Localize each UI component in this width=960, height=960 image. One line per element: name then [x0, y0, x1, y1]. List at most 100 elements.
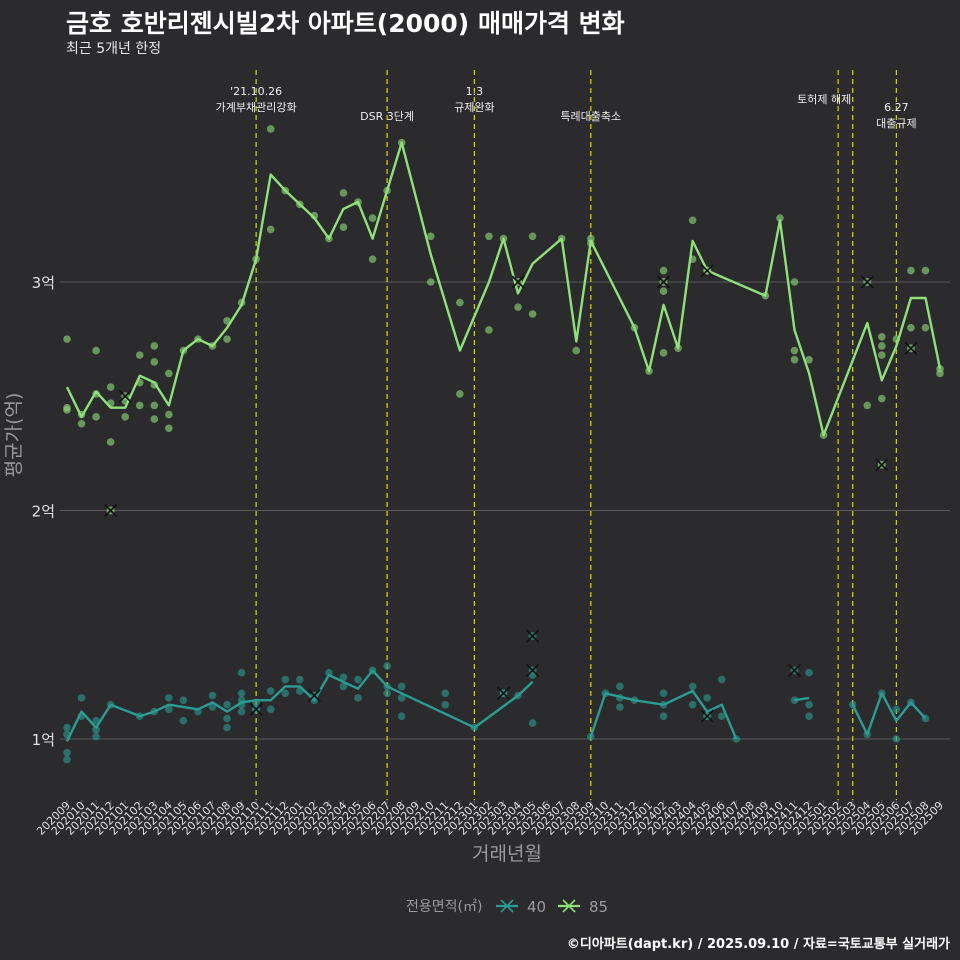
data-point-85 [878, 394, 886, 403]
legend-key-cross-40 [500, 899, 514, 913]
data-point-85 [921, 323, 930, 332]
event-label: DSR 3단계 [360, 110, 414, 123]
cancelled-marker-85 [104, 503, 118, 518]
data-point-40 [616, 682, 624, 691]
data-point-85 [878, 342, 886, 350]
data-point-40 [266, 687, 275, 695]
data-point-85 [150, 401, 159, 410]
data-point-40 [383, 689, 391, 698]
data-point-85 [77, 419, 86, 428]
series-line-40 [851, 692, 927, 736]
data-point-40 [63, 755, 71, 764]
data-point-85 [907, 266, 915, 275]
data-point-40 [805, 668, 813, 677]
cancelled-marker-40 [496, 686, 511, 700]
data-point-85 [339, 189, 348, 197]
cancelled-marker-40 [249, 702, 263, 716]
grid-lines [60, 281, 950, 740]
data-point-85 [805, 355, 813, 364]
data-point-85 [572, 346, 581, 355]
data-point-40 [63, 723, 71, 732]
data-point-40 [208, 691, 217, 700]
data-point-40 [63, 748, 71, 757]
cancelled-marker-40 [526, 663, 540, 678]
data-point-40 [266, 705, 275, 714]
data-point-85 [485, 232, 493, 241]
data-point-85 [907, 323, 915, 332]
data-point-40 [805, 700, 813, 709]
data-point-85 [485, 326, 493, 334]
data-point-85 [135, 351, 144, 359]
event-label: 규제완화 [454, 101, 494, 114]
data-point-40 [339, 682, 348, 691]
cancelled-marker-40 [526, 629, 540, 643]
cancelled-marker-40 [700, 709, 714, 723]
series-lines [65, 141, 942, 742]
cancelled-marker-85 [700, 264, 714, 278]
cancelled-marker-85 [904, 341, 918, 355]
data-point-85 [368, 214, 377, 222]
data-point-40 [179, 716, 188, 725]
data-point-85 [921, 266, 930, 275]
data-point-40 [717, 675, 726, 684]
data-point-85 [63, 335, 71, 343]
source-caption: ©디아파트(dapt.kr) / 2025.09.10 / 자료=국토교통부 실… [566, 937, 950, 952]
data-point-85 [456, 390, 464, 398]
data-point-40 [237, 707, 246, 716]
data-point-85 [790, 278, 799, 286]
series-line-40 [794, 696, 810, 702]
event-label: 1.3 [466, 85, 484, 98]
y-tick-label: 2억 [32, 503, 55, 521]
y-tick-label: 3억 [32, 274, 55, 292]
data-point-40 [397, 712, 406, 720]
data-point-85 [426, 232, 435, 241]
event-label: '21.10.26 [230, 85, 282, 98]
data-point-40 [892, 735, 901, 743]
chart-title: 금호 호반리젠시빌2차 아파트(2000) 매매가격 변화 [66, 9, 625, 38]
data-point-40 [179, 696, 188, 704]
data-point-85 [936, 369, 944, 378]
legend-label-85: 85 [589, 898, 608, 916]
data-point-85 [514, 303, 522, 311]
data-point-40 [616, 703, 624, 711]
data-point-40 [281, 689, 290, 698]
data-point-40 [397, 682, 406, 691]
legend-label-40: 40 [527, 898, 546, 916]
data-point-85 [528, 232, 537, 241]
data-point-85 [165, 410, 173, 419]
data-point-40 [805, 712, 813, 720]
data-point-85 [688, 216, 697, 225]
data-point-40 [208, 703, 217, 711]
data-point-85 [92, 346, 100, 355]
data-point-40 [237, 689, 246, 698]
legend: 전용면적(㎡) 40 85 [406, 898, 608, 916]
cancelled-marker-85 [860, 275, 874, 289]
cancelled-marker-85 [875, 458, 889, 472]
data-point-85 [135, 401, 144, 410]
data-point-85 [150, 415, 159, 423]
data-point-40 [165, 705, 173, 714]
data-point-40 [441, 700, 450, 709]
data-point-40 [296, 675, 304, 684]
data-point-40 [659, 689, 668, 698]
transaction-points [63, 125, 944, 764]
data-point-40 [77, 694, 86, 702]
data-point-85 [878, 333, 886, 341]
data-point-85 [776, 214, 784, 222]
data-point-85 [63, 406, 71, 414]
data-point-40 [688, 682, 697, 691]
data-point-40 [354, 675, 362, 684]
data-point-85 [165, 369, 173, 378]
cancelled-marker-85 [656, 275, 671, 289]
data-point-85 [150, 342, 159, 350]
data-point-85 [92, 413, 100, 421]
data-point-85 [368, 255, 377, 263]
data-point-85 [659, 266, 668, 275]
data-point-40 [354, 694, 362, 702]
data-point-85 [106, 383, 115, 391]
data-point-40 [892, 705, 901, 714]
data-point-40 [223, 700, 231, 709]
data-point-40 [339, 673, 348, 682]
series-line-40 [65, 669, 534, 742]
